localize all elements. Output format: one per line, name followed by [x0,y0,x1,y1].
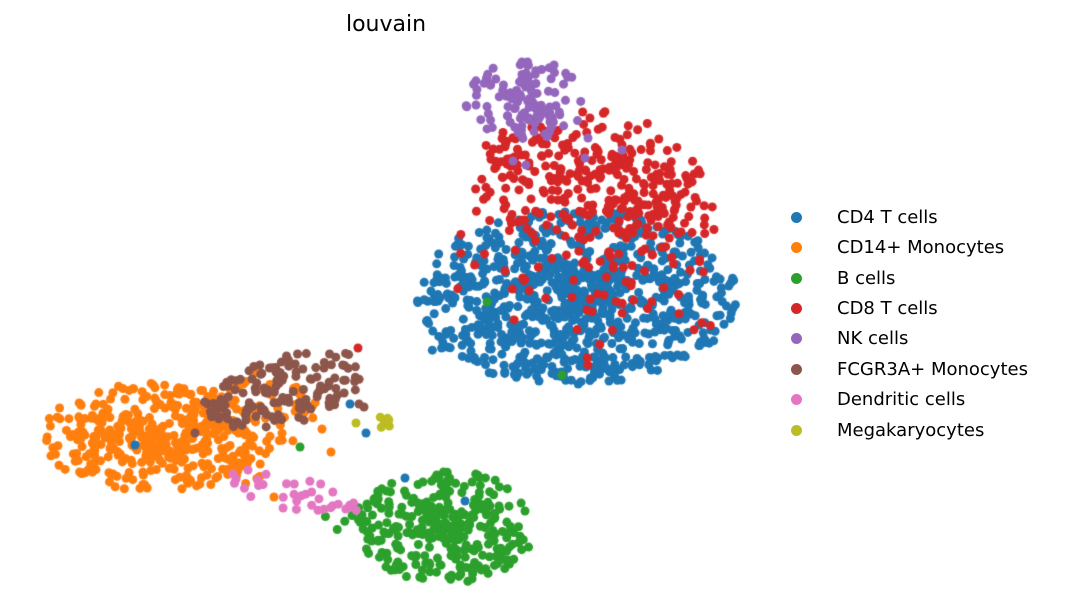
legend-item-nk-cells: NK cells [791,324,1028,354]
legend-item-megakaryocytes: Megakaryocytes [791,415,1028,445]
legend-item-b-cells: B cells [791,263,1028,293]
legend-item-cd14-monocytes: CD14+ Monocytes [791,232,1028,262]
legend-label: B cells [837,267,896,289]
legend-item-fcgr3a-monocytes: FCGR3A+ Monocytes [791,354,1028,384]
legend-marker-icon [791,394,802,406]
legend-label: FCGR3A+ Monocytes [837,358,1028,380]
legend-item-cd4-t-cells: CD4 T cells [791,202,1028,232]
legend-label: NK cells [837,328,909,350]
legend-item-cd8-t-cells: CD8 T cells [791,293,1028,323]
legend-marker-icon [791,424,802,436]
legend-label: Megakaryocytes [837,419,985,441]
legend-marker-icon [791,303,802,315]
legend-label: CD8 T cells [837,298,938,320]
legend-item-dendritic-cells: Dendritic cells [791,385,1028,415]
legend-label: CD14+ Monocytes [837,237,1005,259]
plot-title: louvain [345,12,427,37]
legend-marker-icon [791,333,802,345]
legend: CD4 T cells CD14+ Monocytes B cells CD8 T c… [791,202,1028,446]
legend-marker-icon [791,242,802,254]
legend-label: Dendritic cells [837,389,966,411]
legend-marker-icon [791,211,802,223]
legend-label: CD4 T cells [837,206,938,228]
legend-marker-icon [791,272,802,284]
legend-marker-icon [791,363,802,375]
